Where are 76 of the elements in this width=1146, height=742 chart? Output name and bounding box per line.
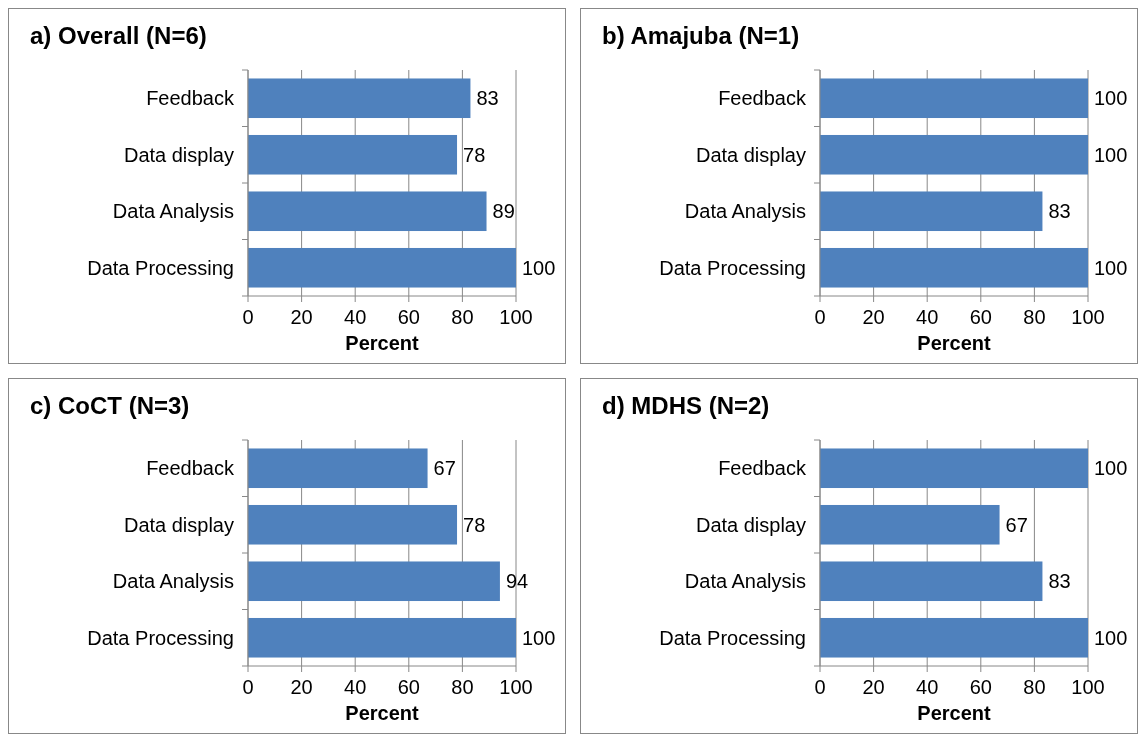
y-tick-label: Data Processing xyxy=(87,626,234,649)
x-tick-label: 0 xyxy=(242,306,254,328)
chart-title: d) MDHS (N=2) xyxy=(602,392,770,419)
data-label: 89 xyxy=(492,200,515,223)
y-tick-label: Data display xyxy=(123,143,234,166)
data-label: 83 xyxy=(1048,570,1071,593)
x-tick-label: 40 xyxy=(344,676,367,698)
x-axis-title: Percent xyxy=(917,332,992,354)
x-tick-label: 100 xyxy=(499,306,533,328)
bar xyxy=(820,617,1088,658)
data-label: 78 xyxy=(463,143,486,166)
y-tick-label: Data Processing xyxy=(659,256,806,279)
x-tick-label: 60 xyxy=(969,306,992,328)
bar xyxy=(248,561,500,602)
x-tick-label: 0 xyxy=(814,306,826,328)
bar xyxy=(820,561,1043,602)
bar xyxy=(820,448,1088,489)
x-tick-label: 20 xyxy=(290,676,313,698)
data-label: 100 xyxy=(522,626,556,649)
x-tick-label: 0 xyxy=(814,676,826,698)
x-tick-label: 60 xyxy=(397,306,420,328)
bar xyxy=(248,134,458,175)
x-axis-title: Percent xyxy=(345,332,420,354)
x-tick-label: 0 xyxy=(242,676,254,698)
x-axis-title: Percent xyxy=(345,702,420,724)
bar xyxy=(248,191,487,232)
bar xyxy=(248,617,516,658)
bar xyxy=(248,247,516,288)
y-tick-label: Data Processing xyxy=(659,626,806,649)
chart-title: b) Amajuba (N=1) xyxy=(602,22,800,49)
data-label: 100 xyxy=(1094,87,1128,110)
data-label: 83 xyxy=(1048,200,1071,223)
data-label: 100 xyxy=(1094,626,1128,649)
y-tick-label: Data display xyxy=(695,143,806,166)
chart-title: c) CoCT (N=3) xyxy=(30,392,190,419)
data-label: 94 xyxy=(505,570,529,593)
x-tick-label: 100 xyxy=(499,676,533,698)
data-label: 100 xyxy=(1094,457,1128,480)
y-tick-label: Feedback xyxy=(146,87,235,110)
x-tick-label: 60 xyxy=(397,676,420,698)
x-tick-label: 40 xyxy=(916,306,939,328)
bar xyxy=(820,504,1000,545)
y-tick-label: Feedback xyxy=(718,457,807,480)
x-tick-label: 80 xyxy=(1023,306,1046,328)
x-tick-label: 40 xyxy=(916,676,939,698)
y-tick-label: Data display xyxy=(695,513,806,536)
data-label: 100 xyxy=(1094,256,1128,279)
x-tick-label: 100 xyxy=(1071,306,1105,328)
y-tick-label: Data Analysis xyxy=(112,200,234,223)
x-tick-label: 40 xyxy=(344,306,367,328)
x-tick-label: 80 xyxy=(451,676,474,698)
y-tick-label: Data display xyxy=(123,513,234,536)
x-axis-title: Percent xyxy=(917,702,992,724)
data-label: 83 xyxy=(476,87,499,110)
x-tick-label: 80 xyxy=(1023,676,1046,698)
bar xyxy=(248,448,428,489)
x-tick-label: 80 xyxy=(451,306,474,328)
x-tick-label: 100 xyxy=(1071,676,1105,698)
x-tick-label: 20 xyxy=(862,306,885,328)
data-label: 78 xyxy=(463,513,486,536)
bar xyxy=(248,504,458,545)
y-tick-label: Data Analysis xyxy=(684,570,806,593)
x-tick-label: 20 xyxy=(290,306,313,328)
data-label: 67 xyxy=(433,457,456,480)
data-label: 100 xyxy=(1094,143,1128,166)
x-tick-label: 20 xyxy=(862,676,885,698)
y-tick-label: Feedback xyxy=(146,457,235,480)
chart-title: a) Overall (N=6) xyxy=(30,22,207,49)
x-tick-label: 60 xyxy=(969,676,992,698)
y-tick-label: Data Analysis xyxy=(684,200,806,223)
data-label: 100 xyxy=(522,256,556,279)
bar xyxy=(248,78,471,119)
data-label: 67 xyxy=(1005,513,1028,536)
y-tick-label: Data Analysis xyxy=(112,570,234,593)
y-tick-label: Data Processing xyxy=(87,256,234,279)
y-tick-label: Feedback xyxy=(718,87,807,110)
